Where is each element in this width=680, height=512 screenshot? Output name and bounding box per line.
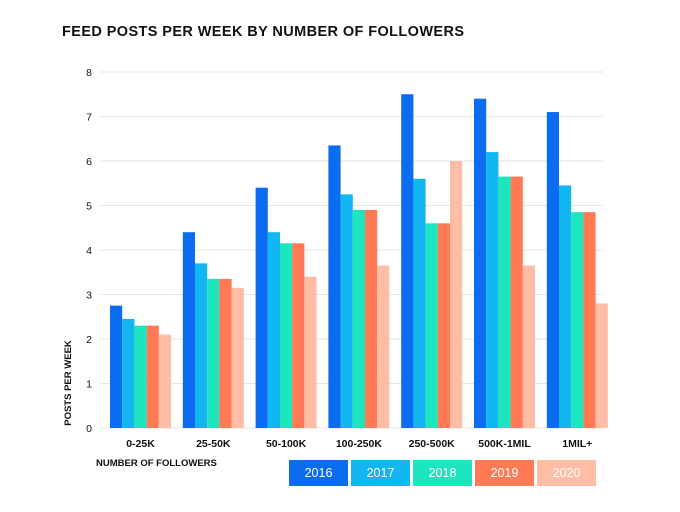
bar-2018-250-500K (425, 223, 438, 428)
bar-2020-250-500K (450, 161, 463, 428)
x-axis-title: NUMBER OF FOLLOWERS (96, 458, 217, 469)
legend-label: 2016 (304, 466, 333, 480)
bar-2019-25-50K (219, 278, 232, 428)
bar-2019-500K-1MIL (510, 176, 523, 428)
bar-2017-100-250K (340, 194, 353, 428)
y-tick-label: 0 (86, 423, 92, 435)
x-category-label: 250-500K (409, 438, 456, 450)
y-axis-ticks: 0 1 2 3 4 5 6 7 8 (86, 67, 92, 435)
bar-2018-0-25K (134, 325, 147, 428)
bar-2016-500K-1MIL (474, 98, 487, 428)
bar-2017-250-500K (413, 178, 426, 428)
bar-2020-1MIL+ (595, 303, 608, 428)
bar-2017-1MIL+ (559, 185, 572, 428)
bar-2017-500K-1MIL (486, 152, 499, 428)
bar-2016-100-250K (328, 145, 341, 429)
bar-2016-250-500K (401, 94, 414, 428)
bar-2019-50-100K (292, 243, 305, 428)
bar-2018-100-250K (352, 209, 365, 428)
x-axis-categories: 0-25K 25-50K 50-100K 100-250K 250-500K 500K-1… (126, 438, 592, 450)
y-tick-label: 1 (86, 379, 92, 391)
bar-2016-50-100K (255, 187, 268, 428)
legend-item-2020: 2020 (537, 460, 596, 486)
bar-2016-0-25K (110, 305, 123, 428)
y-tick-label: 7 (86, 112, 92, 124)
x-category-label: 1MIL+ (562, 438, 592, 450)
bar-2020-100-250K (377, 265, 390, 428)
legend-item-2016: 2016 (289, 460, 348, 486)
legend-item-2018: 2018 (413, 460, 472, 486)
x-category-label: 50-100K (266, 438, 307, 450)
legend-label: 2017 (366, 466, 395, 480)
bar-2019-0-25K (146, 325, 159, 428)
y-tick-label: 6 (86, 156, 92, 168)
bar-2019-1MIL+ (583, 212, 596, 428)
bar-2016-25-50K (182, 232, 195, 428)
legend-item-2017: 2017 (351, 460, 410, 486)
bar-2019-250-500K (437, 223, 450, 428)
bars (110, 94, 608, 429)
x-category-label: 500K-1MIL (478, 438, 531, 450)
legend-label: 2020 (552, 466, 581, 480)
bar-2020-50-100K (304, 276, 317, 428)
bar-2017-0-25K (122, 318, 135, 428)
x-category-label: 100-250K (336, 438, 383, 450)
x-category-label: 25-50K (196, 438, 231, 450)
legend-label: 2019 (490, 466, 519, 480)
y-axis-title: POSTS PER WEEK (63, 340, 74, 426)
y-tick-label: 8 (86, 67, 92, 79)
bar-2018-50-100K (280, 243, 293, 428)
bar-2020-500K-1MIL (522, 265, 535, 428)
legend-label: 2018 (428, 466, 457, 480)
bar-2018-1MIL+ (571, 212, 584, 428)
bar-2016-1MIL+ (546, 112, 559, 429)
bar-2020-25-50K (231, 287, 244, 428)
legend-item-2019: 2019 (475, 460, 534, 486)
y-tick-label: 2 (86, 334, 92, 346)
y-tick-label: 5 (86, 201, 92, 213)
bar-2020-0-25K (158, 334, 171, 428)
chart-title: FEED POSTS PER WEEK BY NUMBER OF FOLLOWE… (62, 24, 465, 40)
bar-2018-25-50K (207, 278, 220, 428)
bar-2017-50-100K (267, 232, 280, 428)
bar-2019-100-250K (365, 209, 378, 428)
x-category-label: 0-25K (126, 438, 155, 450)
y-tick-label: 4 (86, 245, 92, 257)
legend: 2016 2017 2018 2019 2020 (289, 460, 596, 486)
y-tick-label: 3 (86, 290, 92, 302)
bar-2017-25-50K (195, 263, 208, 428)
bar-2018-500K-1MIL (498, 176, 511, 428)
